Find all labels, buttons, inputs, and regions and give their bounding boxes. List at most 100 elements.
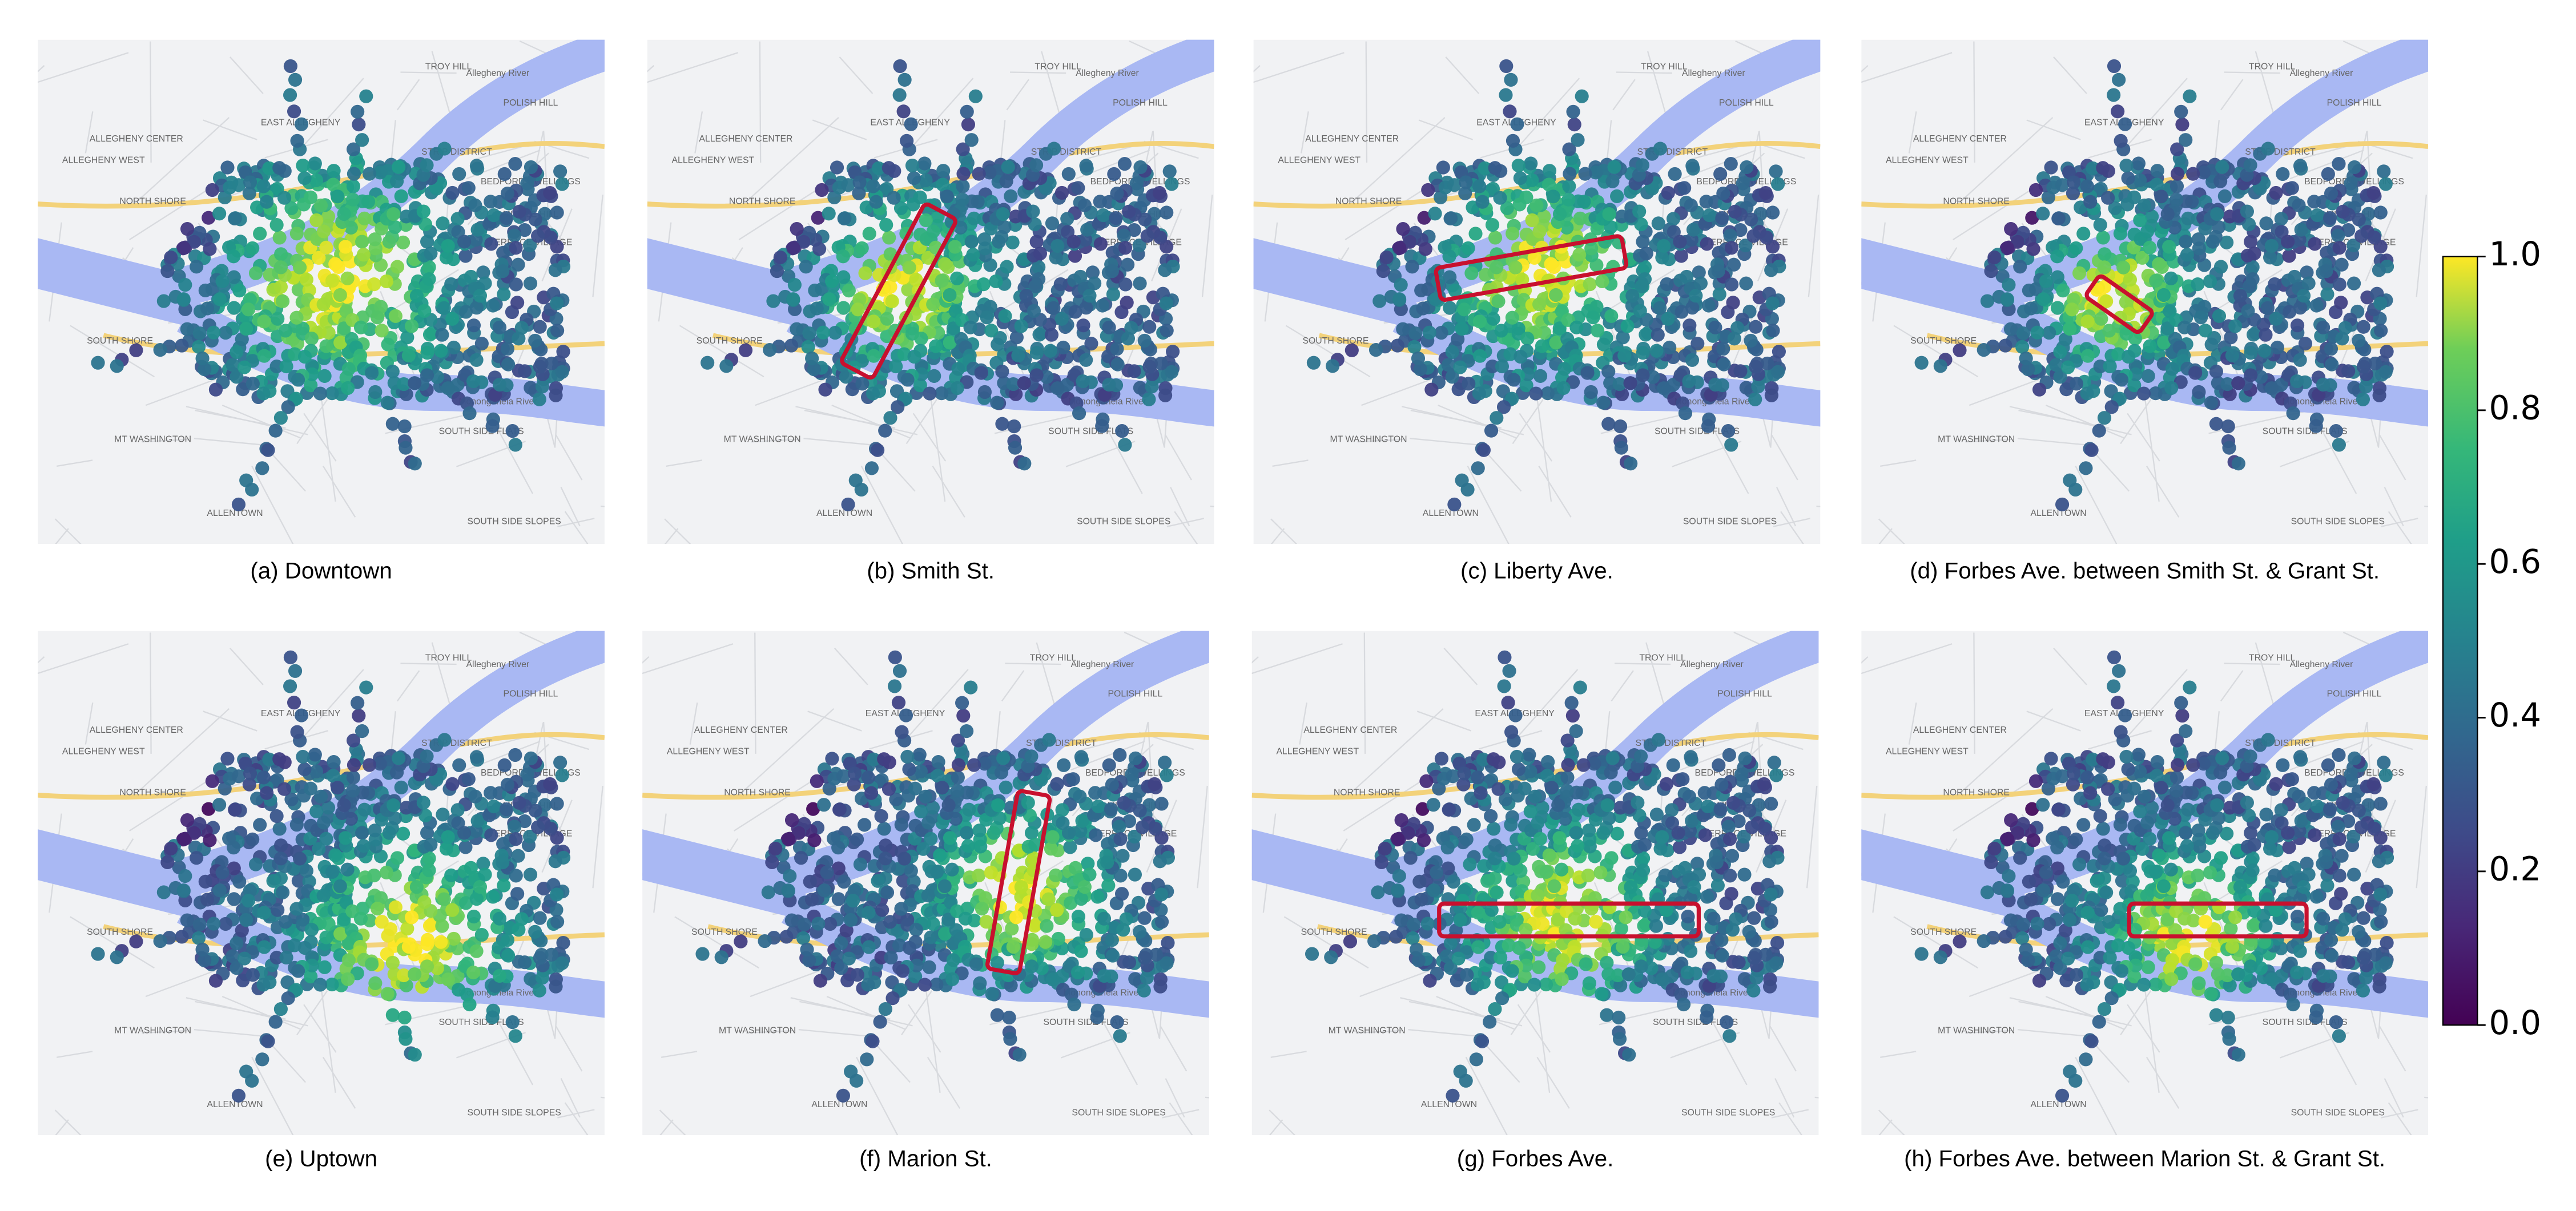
heat-dot <box>528 212 542 227</box>
heat-dot <box>205 774 219 788</box>
heat-dot <box>1408 326 1423 341</box>
heat-dot <box>1017 457 1032 471</box>
heat-dot <box>260 786 274 800</box>
heat-dot <box>508 228 522 243</box>
heat-dot <box>255 461 269 475</box>
heat-dot <box>325 977 339 992</box>
map-label: ALLEGHENY CENTER <box>699 134 792 144</box>
heat-dot <box>549 979 563 994</box>
heat-dot <box>1733 364 1748 378</box>
heat-dot <box>208 382 223 397</box>
heat-dot <box>1616 330 1630 345</box>
heat-dot <box>2080 349 2095 363</box>
heat-dot <box>198 283 212 298</box>
heat-dot <box>1106 287 1121 301</box>
heat-dot <box>2296 289 2311 303</box>
heat-dot <box>370 310 385 325</box>
heat-dot <box>345 192 360 207</box>
heat-dot <box>255 1052 269 1067</box>
heat-dot <box>1689 289 1703 303</box>
heat-dot <box>1760 231 1774 245</box>
heat-dot <box>2131 156 2146 171</box>
heat-dot <box>532 392 546 406</box>
heat-dot <box>2102 324 2116 338</box>
heat-dot <box>2036 207 2050 221</box>
heat-dot <box>1685 159 1700 173</box>
heat-dot <box>2128 332 2143 346</box>
heat-dot <box>1657 381 1671 395</box>
heat-dot <box>232 874 247 889</box>
heat-dot <box>1490 411 1504 425</box>
heat-dot <box>231 497 246 512</box>
map-label: TROY HILL <box>2249 62 2296 71</box>
heat-dot <box>303 781 318 796</box>
heat-dot <box>190 851 204 865</box>
heat-dot <box>523 276 538 290</box>
heat-dot <box>960 104 974 119</box>
heat-dot <box>1680 269 1694 284</box>
heat-dot <box>2096 161 2110 175</box>
heat-dot <box>492 377 507 392</box>
heat-dot <box>1770 365 1785 379</box>
heat-dot <box>1614 441 1628 455</box>
heat-dot <box>2065 302 2079 317</box>
heat-dot <box>1162 164 1177 179</box>
heat-dot <box>2220 235 2234 249</box>
heat-dot <box>983 300 997 314</box>
heat-dot <box>2133 213 2147 227</box>
road <box>1445 56 1480 94</box>
heat-dot <box>198 874 212 889</box>
heat-dot <box>313 386 327 401</box>
heat-dot <box>2331 228 2345 243</box>
heat-dot <box>436 216 450 231</box>
heat-dot <box>964 235 979 249</box>
heat-dot <box>436 808 450 822</box>
heat-dot <box>1050 381 1065 395</box>
heat-dot <box>1122 814 1137 829</box>
map-label: TROY HILL <box>425 653 472 663</box>
heat-dot <box>368 385 383 399</box>
heat-dot <box>510 296 525 310</box>
heat-dot <box>1520 332 1535 346</box>
heat-dot <box>2341 223 2356 237</box>
heat-dot <box>1021 796 1035 810</box>
heat-dot <box>2245 272 2260 286</box>
road <box>251 1056 294 1136</box>
heat-dot <box>2209 364 2224 379</box>
heat-dot <box>499 802 514 817</box>
heat-dot <box>972 167 986 181</box>
heat-dot <box>230 345 244 359</box>
heat-dot <box>1590 324 1605 338</box>
heat-dot <box>896 104 911 119</box>
heat-dot <box>1724 241 1738 255</box>
heat-dot <box>883 411 897 425</box>
heat-dot <box>1392 292 1407 306</box>
heat-dot <box>2213 174 2228 188</box>
heat-dot <box>2000 241 2015 255</box>
heat-dot <box>805 351 819 366</box>
heat-dot <box>1510 117 1524 131</box>
road <box>659 1119 674 1136</box>
heat-dot <box>1137 911 1152 925</box>
heat-dot <box>889 359 903 374</box>
heat-dot <box>192 326 207 341</box>
map-label: POLISH HILL <box>504 98 558 108</box>
heat-dot <box>1068 249 1082 263</box>
heat-dot <box>2152 257 2166 271</box>
heat-dot <box>1161 935 1175 950</box>
heat-dot <box>514 321 529 335</box>
heat-dot <box>277 191 292 205</box>
heat-dot <box>869 195 883 209</box>
heat-dot <box>297 349 312 364</box>
heat-dot <box>2080 314 2095 329</box>
heat-dot <box>1692 265 1706 280</box>
heat-dot <box>2269 185 2283 200</box>
heat-dot <box>313 198 328 213</box>
heat-dot <box>351 696 365 710</box>
heat-dot <box>919 213 933 227</box>
heat-dot <box>784 338 799 353</box>
heat-dot <box>319 930 333 944</box>
heat-dot <box>368 976 383 990</box>
heat-dot <box>2347 160 2362 175</box>
road <box>2388 511 2412 544</box>
